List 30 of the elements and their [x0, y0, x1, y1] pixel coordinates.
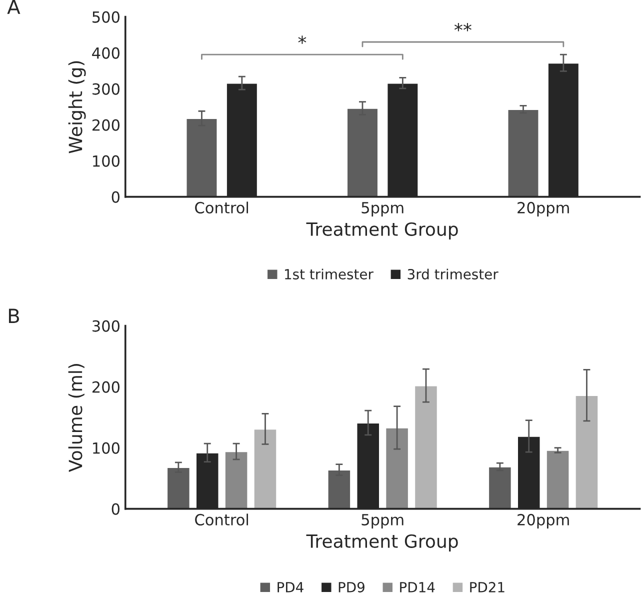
legend-label: PD4 — [278, 582, 304, 592]
y-axis-title: Weight (g) — [68, 61, 86, 154]
x-tick-label: 20ppm — [518, 202, 569, 216]
y-tick-label: 300 — [92, 83, 120, 95]
y-axis-title: Volume (ml) — [68, 364, 84, 472]
chart-title: B — [8, 308, 20, 323]
x-axis-title: Treatment Group — [306, 222, 458, 240]
y-tick-label: 500 — [92, 11, 120, 23]
x-tick-label: Control — [195, 202, 248, 214]
y-tick-label: 100 — [93, 442, 120, 454]
y-tick-label: 100 — [93, 155, 120, 167]
y-tick-label: 200 — [92, 119, 120, 131]
y-tick-label: 0 — [112, 503, 120, 515]
x-tick-label: 20ppm — [518, 514, 569, 528]
x-axis-title: Treatment Group — [306, 534, 458, 552]
annotation: * — [298, 36, 306, 44]
legend-label: 3rd trimester — [408, 268, 498, 280]
legend-label: PD14 — [400, 582, 435, 592]
y-tick-label: 0 — [112, 191, 120, 203]
legend-label: PD21 — [470, 582, 504, 592]
y-tick-label: 200 — [92, 381, 120, 393]
legend-label: PD9 — [338, 582, 364, 592]
y-tick-label: 300 — [92, 320, 120, 332]
annotation: ** — [454, 23, 472, 32]
chart-title: A — [7, 0, 20, 14]
x-tick-label: Control — [195, 514, 248, 526]
legend-label: 1st trimester — [285, 268, 374, 280]
x-tick-label: 5ppm — [362, 514, 404, 528]
y-tick-label: 400 — [92, 47, 120, 59]
x-tick-label: 5ppm — [362, 202, 404, 216]
